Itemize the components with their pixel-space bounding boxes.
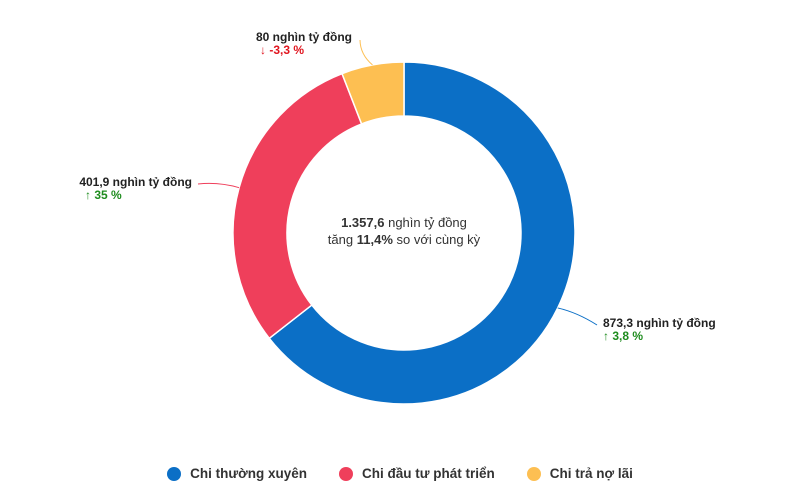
legend-item-chi-thuong-xuyen[interactable]: Chi thường xuyên xyxy=(167,466,307,481)
data-label-change-1: ↑ 35 % xyxy=(85,188,122,202)
leader-lines xyxy=(197,39,598,326)
data-labels: 873,3 nghìn tỷ đồng↑ 3,8 % 401,9 nghìn tỷ… xyxy=(79,30,715,343)
leader-line-2 xyxy=(359,39,373,66)
center-total-line: 1.357,6 nghìn tỷ đồng xyxy=(341,215,467,230)
legend-marker xyxy=(167,466,182,481)
center-change-line: tăng 11,4% so với cùng kỳ xyxy=(328,232,481,247)
legend-item-chi-dau-tu-phat-trien[interactable]: Chi đầu tư phát triển xyxy=(338,466,495,481)
center-change-suffix: so với cùng kỳ xyxy=(397,232,481,247)
center-total: 1.357,6 xyxy=(341,215,384,230)
donut-slices xyxy=(232,61,576,405)
data-label-value-2: 80 nghìn tỷ đồng xyxy=(256,30,352,44)
legend-marker xyxy=(338,466,353,481)
legend-label: Chi đầu tư phát triển xyxy=(361,466,495,481)
legend: Chi thường xuyên Chi đầu tư phát triển C… xyxy=(0,466,800,481)
donut-slice-1[interactable] xyxy=(232,72,363,340)
center-change-value: 11,4% xyxy=(357,232,394,247)
data-label-change-0: ↑ 3,8 % xyxy=(603,329,643,343)
legend-label: Chi thường xuyên xyxy=(190,466,307,481)
legend-marker xyxy=(526,466,541,481)
legend-label: Chi trả nợ lãi xyxy=(549,466,633,481)
data-label-change-2: ↓ -3,3 % xyxy=(260,43,304,57)
donut-slice-0[interactable] xyxy=(268,61,576,405)
legend-item-chi-tra-no-lai[interactable]: Chi trả nợ lãi xyxy=(526,466,633,481)
leader-line-0 xyxy=(557,307,598,326)
donut-slice-2[interactable] xyxy=(341,61,405,125)
data-label-value-0: 873,3 nghìn tỷ đồng xyxy=(603,316,716,330)
center-unit: nghìn tỷ đồng xyxy=(388,215,467,230)
leader-line-1 xyxy=(197,182,240,189)
data-label-value-1: 401,9 nghìn tỷ đồng xyxy=(79,175,192,189)
center-change-prefix: tăng xyxy=(328,232,353,247)
